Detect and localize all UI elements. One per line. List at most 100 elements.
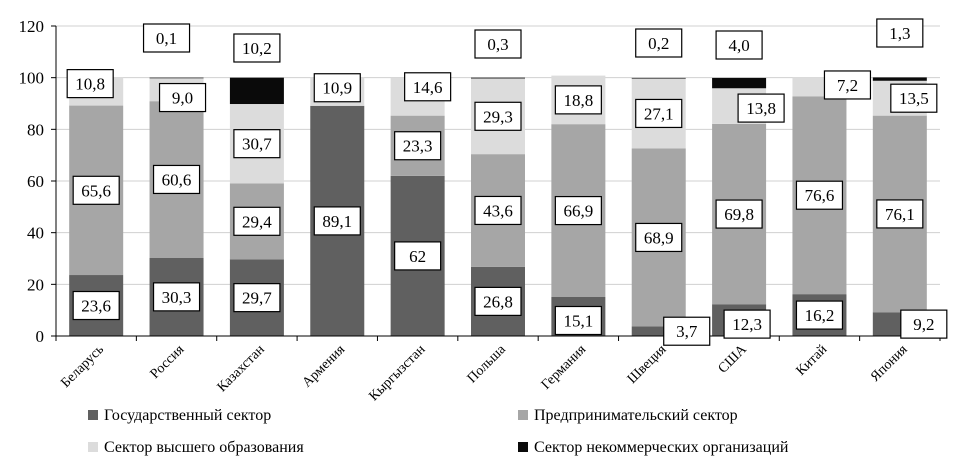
data-label-box xyxy=(158,82,207,113)
data-label: 9,0 xyxy=(158,82,207,113)
data-label-text: 16,2 xyxy=(805,306,835,325)
data-label-text: 0,2 xyxy=(648,34,669,53)
data-label-text: 68,9 xyxy=(644,228,674,247)
data-label-text: 26,8 xyxy=(483,292,513,311)
data-label: 29,3 xyxy=(474,101,522,131)
category-label: Беларусь xyxy=(58,342,107,391)
data-label-text: 13,5 xyxy=(899,89,929,108)
data-label-box xyxy=(142,23,191,53)
data-label: 10,9 xyxy=(313,73,361,103)
data-label: 26,8 xyxy=(474,286,522,316)
data-label-text: 1,3 xyxy=(889,24,910,43)
legend-swatch xyxy=(88,410,98,420)
bar-segment xyxy=(229,77,284,105)
data-label-box xyxy=(554,85,602,115)
data-label-text: 3,7 xyxy=(676,322,698,341)
category-label: Россия xyxy=(148,342,188,382)
data-label-text: 60,6 xyxy=(162,170,192,189)
data-label: 1,3 xyxy=(876,18,924,48)
legend: Государственный сектор Предпринимательски… xyxy=(88,407,789,456)
data-label: 9,2 xyxy=(900,309,948,339)
data-label-text: 69,8 xyxy=(724,205,754,224)
legend-swatch xyxy=(518,442,528,452)
category-label: Кыргызстан xyxy=(366,342,428,404)
data-label: 60,6 xyxy=(152,164,201,195)
data-label-text: 66,9 xyxy=(563,202,593,221)
data-label-box xyxy=(152,282,201,312)
data-label: 12,3 xyxy=(723,309,771,339)
legend-item: Сектор высшего образования xyxy=(88,439,304,456)
y-tick-label: 120 xyxy=(19,17,45,36)
category-label: Япония xyxy=(868,342,911,385)
data-label: 14,6 xyxy=(404,72,452,102)
data-label-box xyxy=(663,316,711,346)
data-label: 69,8 xyxy=(715,199,763,229)
data-label-box xyxy=(635,28,683,58)
data-label-text: 43,6 xyxy=(483,201,513,220)
data-label: 27,1 xyxy=(635,98,683,129)
data-label-text: 29,4 xyxy=(242,212,272,231)
bar-segment xyxy=(872,77,927,81)
data-label-box xyxy=(795,300,844,330)
data-label-text: 9,2 xyxy=(913,315,934,334)
data-label: 4,0 xyxy=(715,30,763,60)
data-label-text: 12,3 xyxy=(732,315,762,334)
data-label: 29,7 xyxy=(233,283,281,313)
data-label: 76,1 xyxy=(876,199,924,229)
legend-label: Государственный сектор xyxy=(104,407,271,424)
category-label: Швеция xyxy=(625,342,670,387)
data-label-text: 27,1 xyxy=(644,104,674,123)
legend-item: Сектор некоммерческих организаций xyxy=(518,439,789,456)
y-tick-label: 80 xyxy=(27,120,44,139)
data-label: 29,4 xyxy=(233,206,281,236)
data-label-box xyxy=(715,30,763,60)
data-label-text: 0,3 xyxy=(487,35,508,54)
data-label-text: 7,2 xyxy=(837,76,858,95)
category-label: Армения xyxy=(300,342,349,391)
y-tick-label: 20 xyxy=(27,275,44,294)
data-label: 30,3 xyxy=(152,282,201,312)
data-label-box xyxy=(900,309,948,339)
data-label-text: 13,8 xyxy=(746,99,776,118)
data-label-box xyxy=(233,33,281,63)
data-label: 0,3 xyxy=(474,29,522,59)
data-label-text: 76,6 xyxy=(805,186,835,205)
data-label: 65,6 xyxy=(72,175,120,205)
data-label: 76,6 xyxy=(795,180,844,210)
bar-segment xyxy=(471,77,525,79)
data-label-box xyxy=(876,18,924,48)
legend-label: Сектор высшего образования xyxy=(104,439,304,456)
data-label: 66,9 xyxy=(554,195,602,226)
data-label-box xyxy=(474,286,522,316)
data-label: 15,1 xyxy=(554,305,602,336)
data-label: 7,2 xyxy=(823,70,872,100)
data-label: 68,9 xyxy=(635,222,683,253)
data-label-box xyxy=(890,83,938,113)
data-label: 43,6 xyxy=(474,195,522,226)
y-tick-label: 0 xyxy=(36,327,45,346)
data-label-box xyxy=(554,195,602,226)
data-label: 10,8 xyxy=(66,69,114,99)
data-label: 30,7 xyxy=(233,129,281,159)
bar-segment xyxy=(712,77,767,89)
data-label-text: 62 xyxy=(409,247,426,266)
legend-label: Предпринимательский сектор xyxy=(534,407,738,424)
category-label: Германия xyxy=(539,342,590,393)
data-label-text: 0,1 xyxy=(156,29,177,48)
category-label: США xyxy=(716,342,751,377)
data-label-box xyxy=(233,129,281,159)
legend-label: Сектор некоммерческих организаций xyxy=(534,439,789,456)
data-labels: 23,6 65,6 10,8 30,3 60,6 9,0 0,1 29,7 29,4 30,7 10… xyxy=(66,18,948,346)
data-label-text: 29,3 xyxy=(483,107,513,126)
legend-item: Государственный сектор xyxy=(88,407,271,424)
data-label-box xyxy=(233,206,281,236)
data-label-box xyxy=(635,98,683,129)
data-label-text: 15,1 xyxy=(563,311,593,330)
data-label: 89,1 xyxy=(313,206,361,236)
data-label-text: 14,6 xyxy=(413,78,443,97)
bar-segment xyxy=(631,326,686,336)
data-label-text: 10,8 xyxy=(75,75,105,94)
bar-segment xyxy=(631,77,686,79)
data-label-box xyxy=(715,199,763,229)
